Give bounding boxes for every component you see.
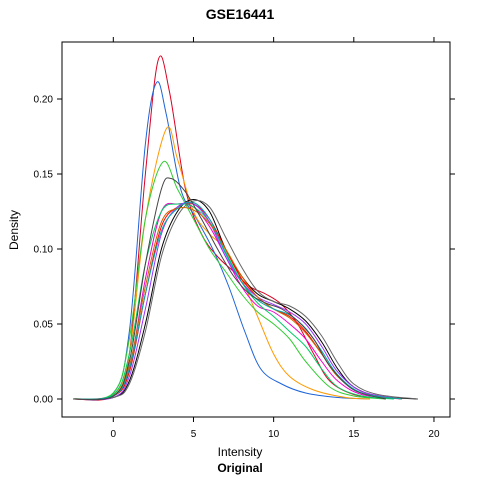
density-curve-11 bbox=[73, 206, 402, 400]
y-tick-label-3: 0.15 bbox=[34, 170, 54, 181]
y-axis-label: Density bbox=[7, 209, 21, 251]
x-tick-label-15: 15 bbox=[348, 429, 360, 440]
density-curve-9 bbox=[73, 202, 402, 401]
x-tick-label-0: 0 bbox=[111, 429, 117, 440]
x-tick-label-10: 10 bbox=[268, 429, 280, 440]
density-curve-4 bbox=[73, 160, 386, 400]
density-curve-8 bbox=[73, 203, 394, 400]
density-curve-13 bbox=[73, 177, 387, 401]
x-axis-label: Intensity bbox=[217, 445, 263, 459]
density-curve-7 bbox=[73, 202, 402, 400]
density-curve-2 bbox=[73, 81, 370, 401]
y-tick-label-1: 0.05 bbox=[34, 320, 54, 331]
y-tick-label-2: 0.10 bbox=[34, 245, 54, 256]
density-curve-1 bbox=[73, 55, 386, 401]
y-tick-label-0: 0.00 bbox=[34, 395, 54, 406]
plot-frame bbox=[61, 41, 451, 418]
chart-subtitle: Original bbox=[217, 461, 263, 475]
x-tick-label-20: 20 bbox=[428, 429, 440, 440]
density-curve-3 bbox=[73, 126, 370, 400]
chart-title: GSE16441 bbox=[205, 6, 275, 22]
y-tick-label-4: 0.20 bbox=[34, 95, 54, 106]
density-curve-10 bbox=[73, 199, 418, 400]
x-tick-label-5: 5 bbox=[191, 429, 197, 440]
density-curve-5 bbox=[73, 202, 402, 400]
density-curve-12 bbox=[73, 201, 402, 400]
